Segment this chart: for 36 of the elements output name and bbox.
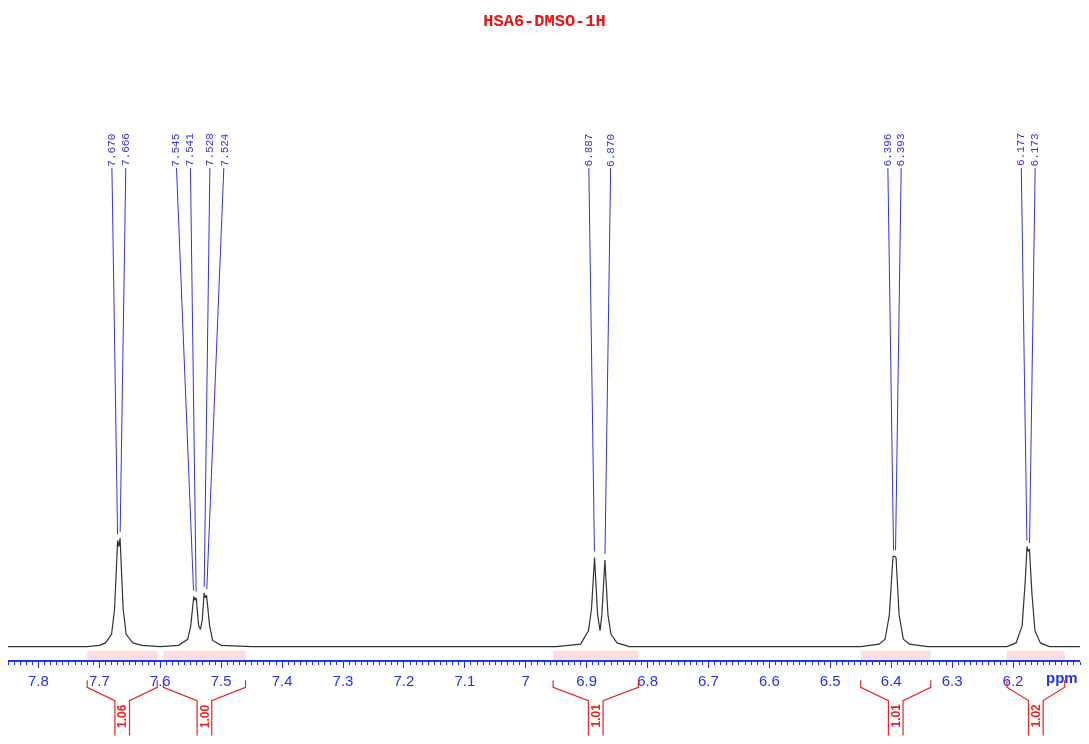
band-label: 1.01: [888, 703, 903, 728]
x-tick-label: 6.3: [941, 672, 963, 689]
band-label: 1.00: [197, 704, 212, 729]
x-tick-label: 7.6: [149, 672, 171, 689]
annotation: 6.870: [604, 133, 617, 167]
band-label: 1.01: [589, 703, 604, 728]
band-label: 1.06: [115, 704, 130, 728]
annotation: 7.545: [169, 133, 182, 167]
x-axis-title: ppm: [1046, 669, 1078, 686]
band-label: 1.02: [1029, 703, 1044, 728]
x-tick-label: 6.6: [758, 672, 780, 689]
annotation: 6.396: [881, 133, 894, 167]
chart-title: HSA6-DMSO-1H: [483, 11, 606, 31]
x-tick-label: 7.3: [332, 672, 354, 689]
annotation: 7.670: [105, 133, 118, 167]
annotation: 6.173: [1029, 133, 1042, 167]
x-tick-label: 7: [521, 672, 530, 689]
x-tick-label: 6.5: [819, 672, 841, 689]
annotation: 7.541: [184, 132, 197, 167]
x-tick-label: 6.2: [1002, 672, 1024, 689]
x-tick-label: 7.2: [393, 672, 415, 689]
annotation: 7.528: [204, 133, 217, 167]
annotation: 6.393: [895, 133, 908, 167]
annotation: 6.177: [1015, 132, 1028, 167]
x-tick-label: 6.8: [637, 672, 658, 689]
x-tick-label: 7.5: [210, 672, 232, 689]
annotation: 6.887: [582, 133, 595, 167]
annotation: 7.524: [218, 133, 231, 167]
x-tick-label: 7.7: [88, 672, 110, 689]
x-tick-label: 6.9: [576, 672, 598, 689]
x-tick-label: 7.8: [28, 672, 49, 689]
x-tick-label: 6.4: [880, 672, 902, 689]
annotation: 7.666: [120, 133, 133, 167]
x-tick-label: 6.7: [698, 672, 719, 689]
x-tick-label: 7.4: [271, 672, 293, 689]
x-tick-label: 7.1: [454, 672, 476, 689]
